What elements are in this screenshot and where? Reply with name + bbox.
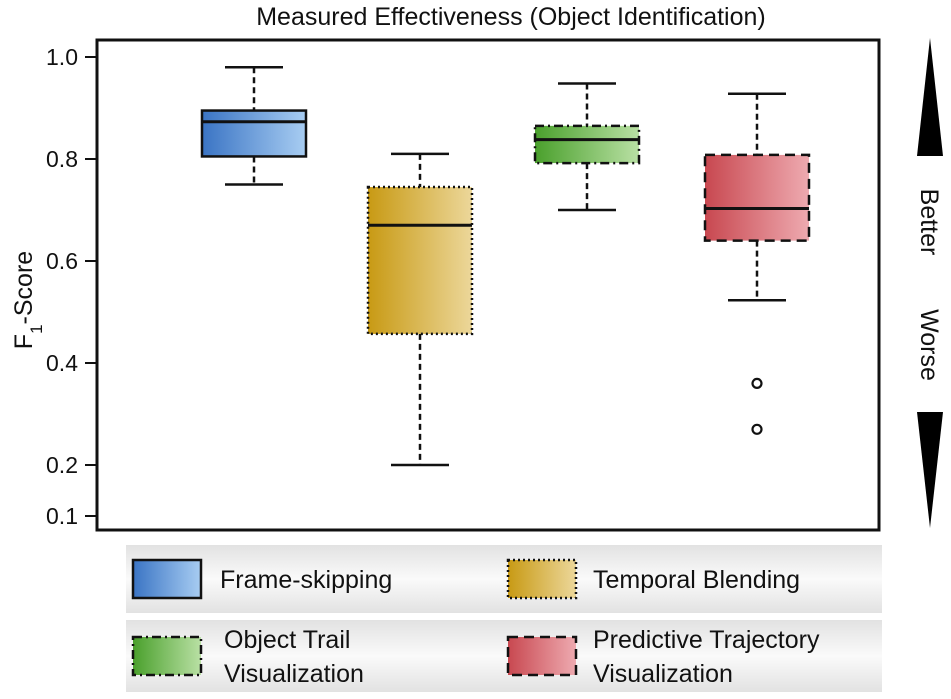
y-tick-label: 0.2 [46, 452, 78, 478]
y-axis-label: F1-Score [10, 251, 46, 349]
interquartile-box [200, 109, 308, 158]
legend-item: Temporal Blending [506, 558, 800, 600]
legend-swatch [506, 635, 578, 677]
boxes [200, 65, 811, 467]
legend-swatch [131, 635, 203, 677]
legend-item: Object Trail Visualization [131, 626, 364, 688]
legend: Frame-skipping Temporal Blending Object Tr… [126, 545, 882, 692]
legend-swatch [506, 558, 578, 600]
outlier-point [751, 423, 763, 435]
interquartile-box [533, 124, 641, 165]
y-tick-label: 0.8 [46, 146, 78, 172]
legend-item: Predictive Trajectory Visualization [506, 626, 820, 688]
legend-label: Object Trail [224, 626, 350, 654]
legend-swatch [131, 558, 203, 600]
y-tick-label: 1.0 [46, 44, 78, 70]
outlier-point [751, 377, 763, 389]
y-axis-label-subscript: 1 [27, 324, 46, 333]
plot-area [95, 38, 881, 532]
legend-label: Visualization [224, 660, 364, 688]
legend-label: Frame-skipping [220, 566, 392, 594]
better-label: Better [915, 189, 943, 256]
worse-label: Worse [915, 309, 943, 381]
chart-title: Measured Effectiveness (Object Identific… [256, 3, 766, 31]
worse-arrow-icon [917, 412, 943, 528]
box-3 [533, 82, 641, 212]
y-tick-label: 0.4 [46, 350, 78, 376]
legend-label: Predictive Trajectory [593, 626, 820, 654]
legend-label: Temporal Blending [593, 566, 800, 594]
y-axis: 0.1 0.2 0.4 0.6 0.8 1.0 [46, 44, 97, 529]
y-axis-label-rest: -Score [10, 251, 38, 325]
direction-indicator: Better Worse [915, 38, 943, 528]
y-tick-label: 0.1 [46, 503, 78, 529]
legend-row-background [126, 545, 882, 613]
box-4 [703, 92, 811, 435]
box-1 [200, 65, 308, 186]
legend-item: Frame-skipping [131, 558, 392, 600]
y-tick-label: 0.6 [46, 248, 78, 274]
legend-row-background [126, 620, 882, 692]
better-arrow-icon [917, 38, 943, 156]
legend-label: Visualization [593, 660, 733, 688]
interquartile-box [366, 185, 474, 336]
box-2 [366, 152, 474, 467]
interquartile-box [703, 153, 811, 242]
y-axis-label-main: F [10, 334, 38, 349]
